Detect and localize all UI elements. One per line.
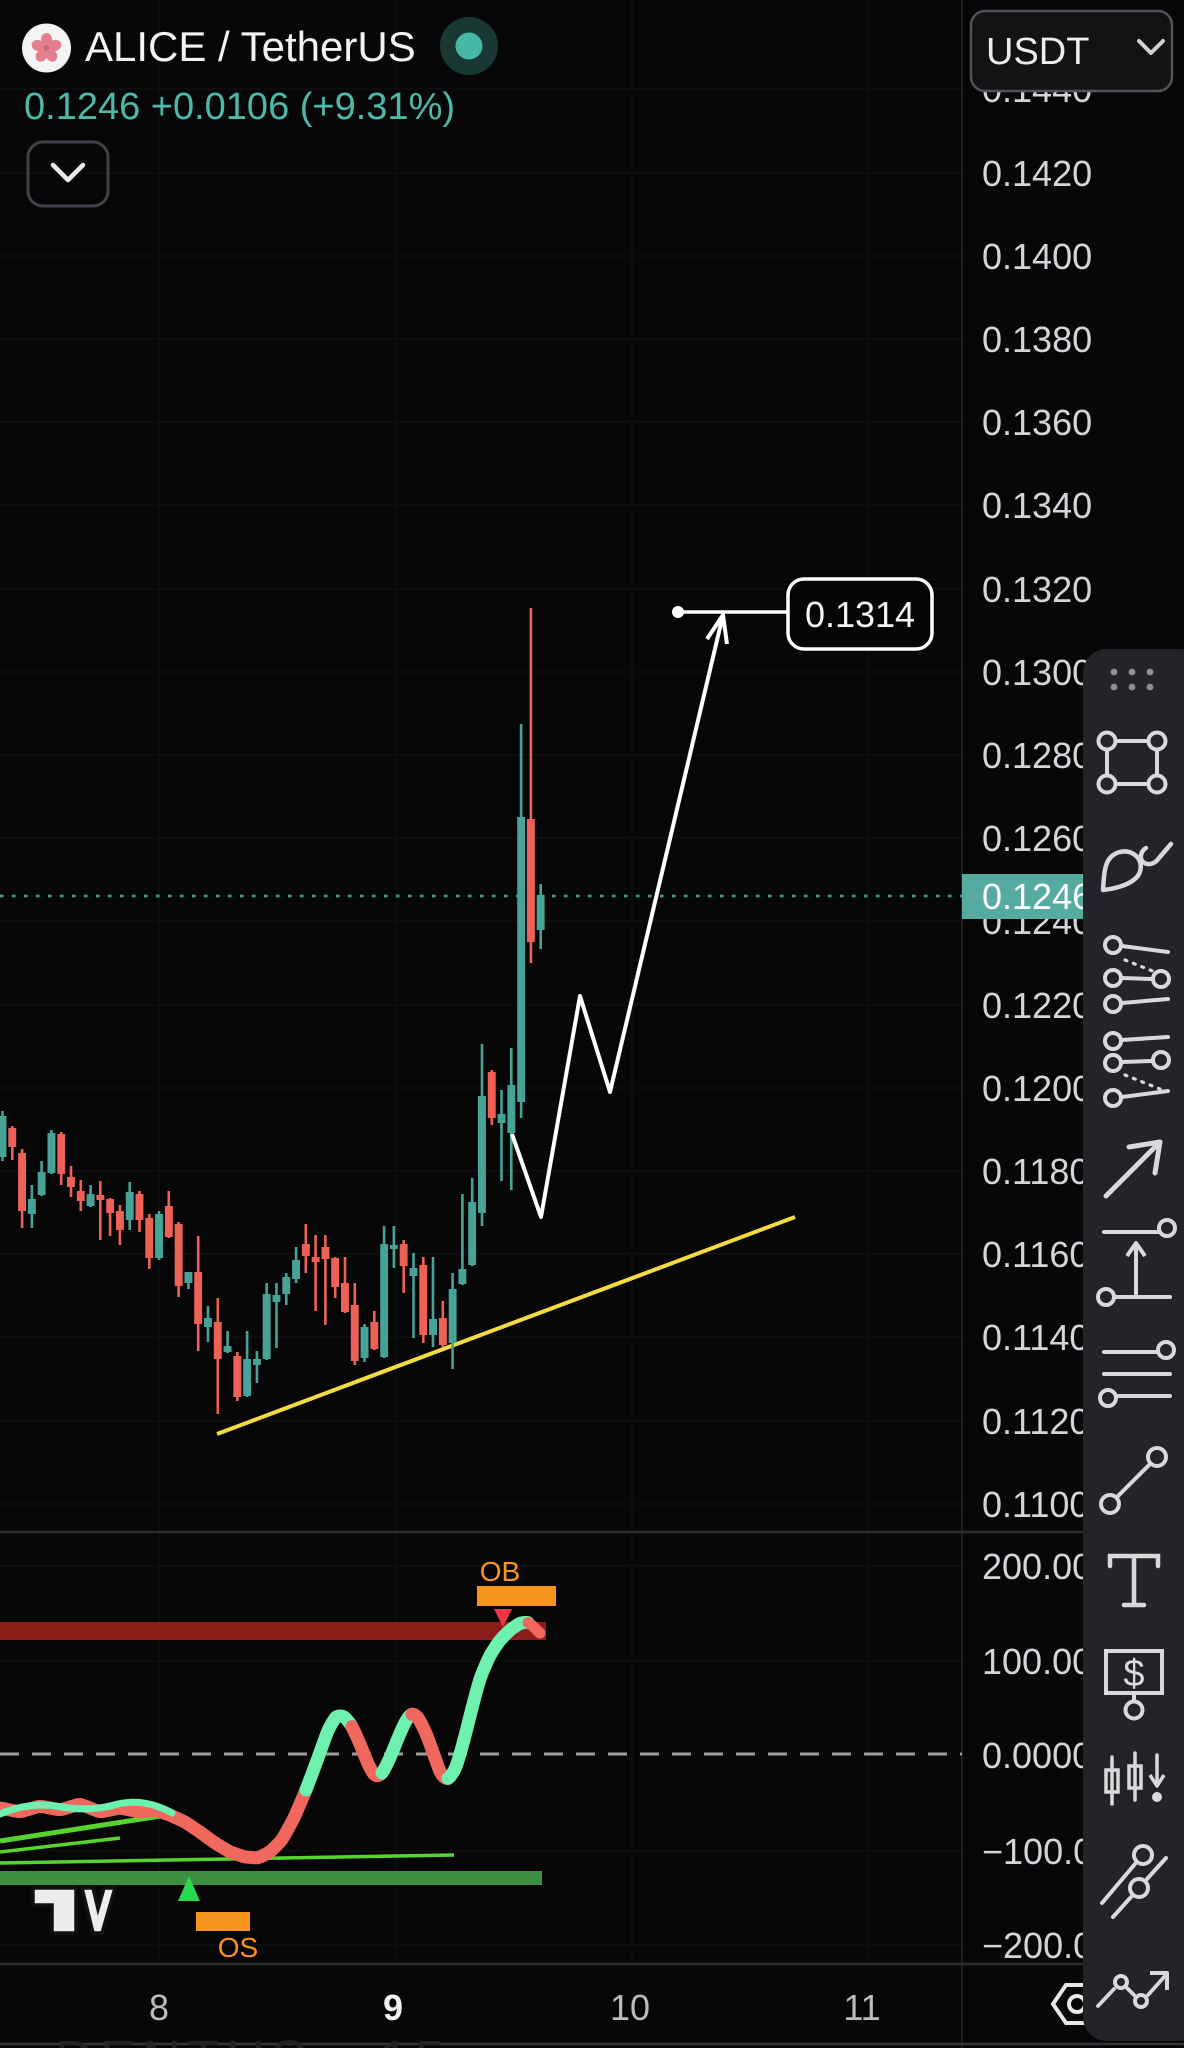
svg-text:DENTUS · 15: DENTUS · 15 xyxy=(55,2030,451,2048)
svg-text:−200.0: −200.0 xyxy=(982,1925,1093,1966)
svg-text:USDT: USDT xyxy=(986,31,1089,73)
svg-text:8: 8 xyxy=(149,1987,169,2028)
svg-text:100.00: 100.00 xyxy=(982,1641,1092,1682)
svg-text:0.1100: 0.1100 xyxy=(982,1484,1089,1525)
svg-text:0.1260: 0.1260 xyxy=(982,818,1092,859)
svg-text:0.1300: 0.1300 xyxy=(982,652,1092,693)
svg-text:0.1340: 0.1340 xyxy=(982,485,1092,526)
svg-text:11: 11 xyxy=(843,1987,880,2028)
svg-text:0.1246: 0.1246 xyxy=(982,876,1092,917)
svg-text:9: 9 xyxy=(383,1987,403,2028)
svg-text:0.1200: 0.1200 xyxy=(982,1068,1092,1109)
svg-text:0.1140: 0.1140 xyxy=(982,1317,1089,1358)
svg-text:0.1180: 0.1180 xyxy=(982,1151,1089,1192)
svg-text:0.1320: 0.1320 xyxy=(982,569,1092,610)
svg-text:$: $ xyxy=(1123,1653,1144,1695)
svg-text:0.1160: 0.1160 xyxy=(982,1234,1089,1275)
svg-text:OS: OS xyxy=(218,1932,258,1963)
svg-text:0.1314: 0.1314 xyxy=(805,594,915,635)
svg-text:0.1220: 0.1220 xyxy=(982,985,1092,1026)
svg-text:0.0000: 0.0000 xyxy=(982,1735,1092,1776)
svg-text:0.1380: 0.1380 xyxy=(982,319,1092,360)
svg-text:0.1420: 0.1420 xyxy=(982,153,1092,194)
svg-text:10: 10 xyxy=(610,1987,650,2028)
svg-text:0.1246 +0.0106 (+9.31%): 0.1246 +0.0106 (+9.31%) xyxy=(24,86,455,128)
svg-text:OB: OB xyxy=(480,1556,520,1587)
svg-text:0.1280: 0.1280 xyxy=(982,735,1092,776)
svg-text:ALICE / TetherUS: ALICE / TetherUS xyxy=(85,23,416,70)
svg-text:−100.0: −100.0 xyxy=(982,1831,1093,1872)
svg-text:0.1400: 0.1400 xyxy=(982,236,1092,277)
svg-text:0.1120: 0.1120 xyxy=(982,1401,1089,1442)
svg-text:200.00: 200.00 xyxy=(982,1546,1092,1587)
svg-text:0.1360: 0.1360 xyxy=(982,402,1092,443)
